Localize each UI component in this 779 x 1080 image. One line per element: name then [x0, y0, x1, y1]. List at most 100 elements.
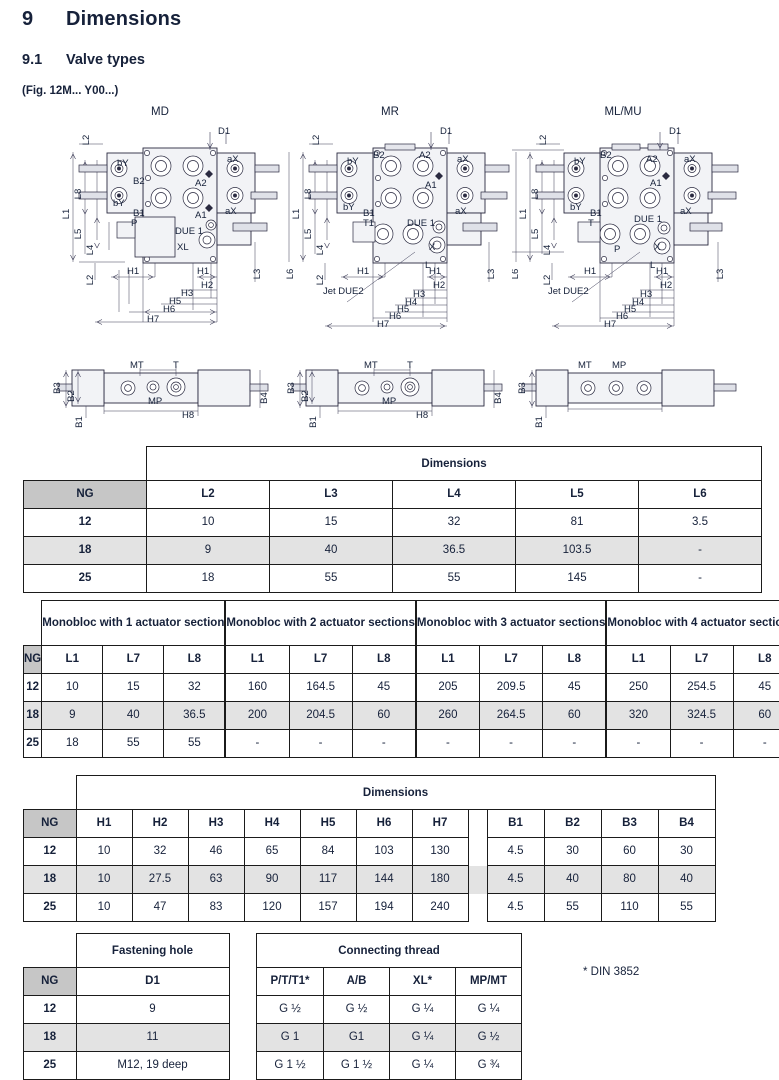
dim-label-H2: H2 [660, 280, 672, 291]
dim-label-D1: D1 [440, 126, 452, 137]
table-row: 18 9 40 36.5 103.5 - [24, 537, 762, 565]
port-label-T: T [407, 360, 413, 371]
table-row-group-header: Dimensions [24, 447, 762, 481]
table-row: 25 M12, 19 deep [24, 1052, 230, 1080]
group-header-dimensions: Dimensions [76, 776, 715, 810]
cell-value: - [480, 730, 543, 758]
column-header-ng: NG [24, 646, 42, 674]
cell-value: 30 [658, 838, 715, 866]
port-label-bY-bot: bY [343, 202, 355, 213]
dim-label-L4: L4 [85, 245, 96, 256]
column-header-l7: L7 [103, 646, 164, 674]
dim-label-L4: L4 [542, 245, 553, 256]
port-label-P: P [131, 218, 137, 229]
cell-value: 10 [76, 866, 132, 894]
cell-value: 117 [300, 866, 356, 894]
column-header-l8: L8 [733, 646, 779, 674]
table-row: 12 10 15 32 81 3.5 [24, 509, 762, 537]
cell-value: 194 [356, 894, 412, 922]
port-label-A2: A2 [195, 178, 207, 189]
dim-label-L4: L4 [315, 245, 326, 256]
cell-value: 264.5 [480, 702, 543, 730]
table-row-column-header: NG L2 L3 L4 L5 L6 [24, 481, 762, 509]
cell-value: 32 [164, 674, 225, 702]
column-header-l5: L5 [516, 481, 639, 509]
table-row-group-header: Dimensions [24, 776, 716, 810]
cell-value: 18 [42, 730, 103, 758]
drawing-md-top: L1 L8 L5 L4 L2 L2 L3 D1 bY bY B2 B1 A2 A… [55, 122, 280, 332]
dim-label-L2-bot: L2 [542, 275, 553, 286]
table-row: 12 10 32 46 65 84 103 130 4.5 30 60 30 [24, 838, 716, 866]
chapter-title: Dimensions [66, 8, 181, 30]
cell-value: 40 [270, 537, 393, 565]
dim-label-H1-right: H1 [429, 266, 441, 277]
port-label-B2: B2 [373, 150, 385, 161]
table-l-dimensions-grid: Dimensions NG L2 L3 L4 L5 L6 12 10 15 32… [23, 446, 762, 593]
port-label-A1: A1 [195, 210, 207, 221]
table-row: 18 11 [24, 1024, 230, 1052]
cell-ng: 25 [24, 1052, 77, 1080]
cell-value: 164.5 [289, 674, 352, 702]
cell-value: 83 [188, 894, 244, 922]
cell-value: 260 [416, 702, 479, 730]
cell-ng: 12 [24, 509, 147, 537]
cell-value: 80 [601, 866, 658, 894]
cell-value: G ½ [257, 996, 324, 1024]
dim-label-B2: B2 [300, 390, 311, 402]
port-label-DUE1: DUE 1 [175, 226, 203, 237]
column-header-h7: H7 [412, 810, 468, 838]
table-row: 18 10 27.5 63 90 117 144 180 4.5 40 80 4… [24, 866, 716, 894]
cell-value: 84 [300, 838, 356, 866]
column-header-l8: L8 [164, 646, 225, 674]
column-header-h6: H6 [356, 810, 412, 838]
cell-value: G ¼ [390, 1052, 456, 1080]
dim-label-L3: L3 [486, 269, 497, 280]
column-header-ng: NG [24, 968, 77, 996]
dim-label-B4: B4 [259, 392, 270, 404]
cell-value: 55 [103, 730, 164, 758]
dim-label-H6: H6 [163, 304, 175, 315]
column-header-l1: L1 [42, 646, 103, 674]
port-label-aX-bot: aX [455, 206, 467, 217]
table-row-column-header: NG L1 L7 L8 L1 L7 L8 L1 L7 L8 L1 L7 L8 [24, 646, 779, 674]
cell-value: 9 [147, 537, 270, 565]
cell-value: G ¼ [456, 996, 522, 1024]
port-label-DUE1: DUE 1 [407, 218, 435, 229]
cell-value: - [416, 730, 479, 758]
cell-value: 324.5 [670, 702, 733, 730]
cell-value: 15 [270, 509, 393, 537]
dim-label-L3: L3 [252, 269, 263, 280]
cell-value: 10 [76, 838, 132, 866]
port-label-bY-bot: bY [113, 198, 125, 209]
dim-label-L2-bot: L2 [85, 275, 96, 286]
dim-label-L2-top: L2 [81, 135, 92, 146]
dim-label-L8: L8 [303, 189, 314, 200]
cell-value: - [639, 565, 762, 593]
column-header-l6: L6 [639, 481, 762, 509]
cell-value: 10 [42, 674, 103, 702]
cell-value: G ½ [324, 996, 390, 1024]
column-header-d1: D1 [76, 968, 229, 996]
label-jet-due2: Jet DUE2 [548, 286, 589, 297]
cell-value: 32 [132, 838, 188, 866]
port-label-XL: XL [177, 242, 189, 253]
dim-label-H1-left: H1 [127, 266, 139, 277]
cell-value: 103.5 [516, 537, 639, 565]
cell-value: - [352, 730, 415, 758]
table-row-column-header: NG D1 [24, 968, 230, 996]
cell-value: 3.5 [639, 509, 762, 537]
table-l-dimensions: Dimensions NG L2 L3 L4 L5 L6 12 10 15 32… [23, 446, 762, 593]
dim-label-H1-left: H1 [584, 266, 596, 277]
cell-value: 180 [412, 866, 468, 894]
cell-value: 200 [226, 702, 289, 730]
cell-value: 144 [356, 866, 412, 894]
cell-value: 65 [244, 838, 300, 866]
table-thread-grid: Connecting thread P/T/T1* A/B XL* MP/MT … [256, 933, 522, 1080]
cell-value: 160 [226, 674, 289, 702]
column-header-b4: B4 [658, 810, 715, 838]
dim-label-H3: H3 [181, 288, 193, 299]
cell-value: 11 [76, 1024, 229, 1052]
chapter-number: 9 [22, 8, 66, 31]
cell-value: 9 [42, 702, 103, 730]
